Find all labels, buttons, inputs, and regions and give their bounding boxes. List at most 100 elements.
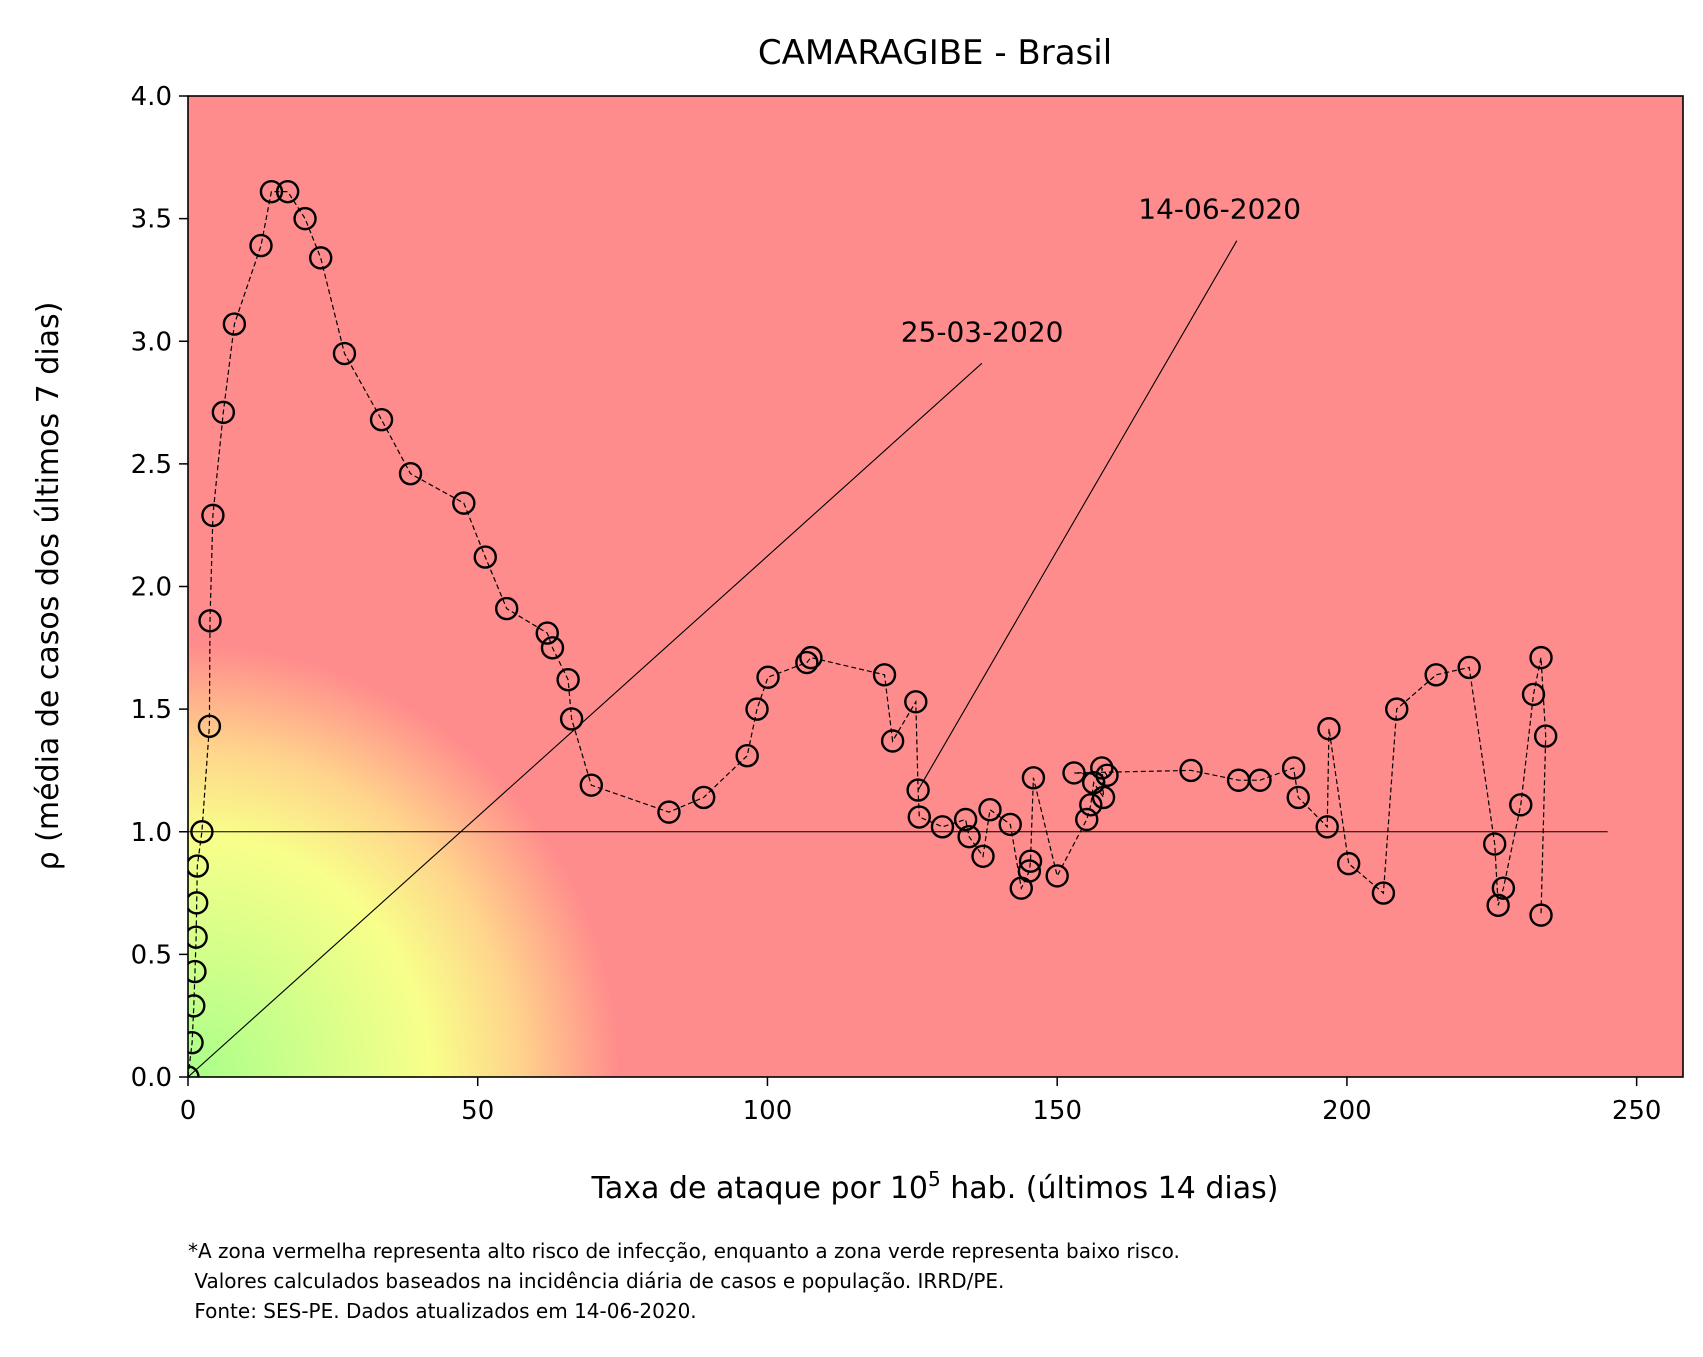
footnote-line-2: Valores calculados baseados na incidênci… <box>188 1269 1004 1293</box>
data-point <box>1486 893 1510 918</box>
data-point <box>1521 682 1546 707</box>
data-point <box>1457 655 1481 680</box>
data-point <box>1095 763 1119 788</box>
x-tick-label: 150 <box>1032 1096 1082 1126</box>
data-point <box>998 812 1022 837</box>
data-point <box>1062 761 1086 785</box>
data-point <box>1248 768 1272 792</box>
y-tick-label: 3.5 <box>131 205 172 235</box>
y-tick-label: 2.5 <box>131 450 172 480</box>
y-axis: 0.0 0.5 1.0 1.5 2.0 2.5 3.0 3.5 4.0 <box>131 82 188 1093</box>
data-point <box>222 312 247 336</box>
footnote-line-3: Fonte: SES-PE. Dados atualizados em 14-0… <box>188 1299 697 1323</box>
data-point <box>1021 766 1046 790</box>
data-point <box>198 609 222 633</box>
data-point <box>657 800 681 824</box>
data-point <box>197 714 222 738</box>
data-point <box>369 408 394 432</box>
data-point <box>880 729 905 753</box>
data-point <box>556 667 580 692</box>
data-point <box>978 797 1002 822</box>
data-point <box>398 461 423 486</box>
annotation-texts: 25-03-2020 14-06-2020 <box>901 193 1301 349</box>
x-axis: 0 50 100 150 200 250 <box>180 1077 1662 1126</box>
data-point <box>190 820 214 844</box>
data-point <box>795 650 819 675</box>
data-point <box>1091 785 1116 810</box>
risk-background <box>188 96 1683 1077</box>
annotation-label: 25-03-2020 <box>901 315 1064 348</box>
data-point <box>1018 849 1043 873</box>
data-point <box>308 246 333 270</box>
footnote-line-1: *A zona vermelha representa alto risco d… <box>188 1239 1180 1263</box>
data-point <box>930 815 955 839</box>
data-point <box>559 707 584 731</box>
data-point <box>1045 864 1069 888</box>
data-point <box>1385 697 1409 721</box>
data-point <box>1179 758 1203 783</box>
data-point <box>1075 807 1099 832</box>
data-point <box>332 341 357 366</box>
x-tick-label: 50 <box>461 1096 494 1126</box>
x-tick-label: 200 <box>1322 1096 1372 1126</box>
data-point <box>540 636 565 660</box>
data-point <box>293 206 317 231</box>
data-point <box>1509 793 1533 817</box>
data-point <box>495 596 519 621</box>
x-tick-label: 250 <box>1612 1096 1662 1126</box>
data-point <box>1533 724 1558 748</box>
data-point <box>211 400 236 425</box>
annotation-label: 14-06-2020 <box>1138 193 1301 226</box>
annotation-lines <box>188 240 1238 1077</box>
x-axis-label: Taxa de ataque por 105 hab. (últimos 14 … <box>591 1167 1279 1206</box>
x-tick-label: 100 <box>743 1096 793 1126</box>
annotation-line <box>917 240 1238 791</box>
data-point <box>188 1030 204 1055</box>
data-point <box>904 690 928 714</box>
data-point <box>745 697 769 721</box>
data-point <box>799 645 823 670</box>
data-point <box>1529 903 1553 927</box>
data-point <box>473 545 497 569</box>
y-tick-label: 0.5 <box>131 940 172 970</box>
chart-title: CAMARAGIBE - Brasil <box>758 33 1112 73</box>
data-point <box>1079 793 1103 817</box>
data-point <box>735 744 759 768</box>
data-point <box>957 824 981 849</box>
y-axis-label: ρ (média de casos dos últimos 7 dias) <box>31 302 66 871</box>
data-point <box>1090 756 1114 780</box>
data-point <box>971 844 995 868</box>
data-point <box>1424 663 1448 687</box>
y-tick-label: 3.0 <box>131 327 172 357</box>
data-point <box>756 665 780 689</box>
data-point <box>188 925 208 949</box>
data-point <box>907 805 931 829</box>
data-point <box>1315 815 1339 839</box>
data-point <box>259 179 284 204</box>
plot-area <box>188 96 1683 1077</box>
y-tick-label: 2.0 <box>131 573 172 603</box>
data-point <box>872 663 897 687</box>
series-layer <box>188 179 1558 1077</box>
data-point <box>579 773 604 797</box>
data-point <box>906 778 930 802</box>
data-point <box>275 179 300 204</box>
x-tick-label: 0 <box>180 1096 197 1126</box>
annotation-line <box>188 362 983 1077</box>
data-point <box>535 621 559 645</box>
data-point <box>452 491 476 515</box>
data-point <box>1371 881 1396 905</box>
y-tick-label: 1.5 <box>131 695 172 725</box>
data-point <box>188 854 209 878</box>
data-point <box>1529 645 1553 670</box>
data-point <box>1336 851 1361 876</box>
data-point <box>188 959 207 984</box>
data-point <box>1317 717 1341 741</box>
data-point <box>1491 876 1516 900</box>
data-point <box>1286 785 1310 810</box>
data-point <box>953 807 978 832</box>
y-tick-label: 4.0 <box>131 82 172 112</box>
data-point <box>188 994 206 1018</box>
data-point <box>249 233 273 258</box>
